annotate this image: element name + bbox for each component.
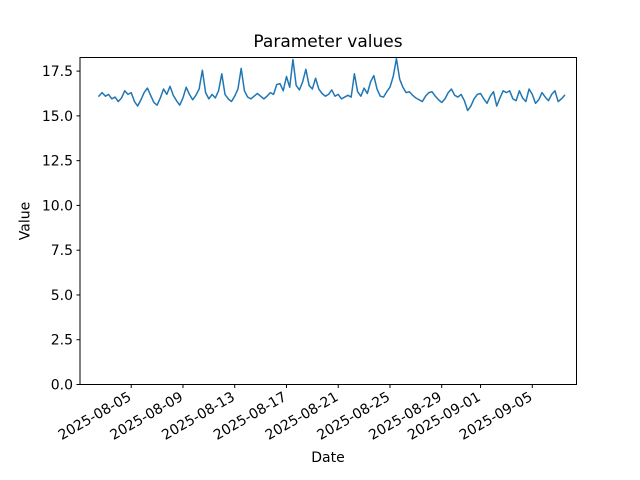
y-tick-label: 5.0 [51,288,73,304]
y-tick-label: 7.5 [51,243,73,259]
x-axis-ticks: 2025-08-052025-08-092025-08-132025-08-17… [56,384,535,444]
y-axis-ticks: 0.0 2.5 5.0 7.5 10.0 12.5 15.0 17.5 [42,64,80,394]
chart-title: Parameter values [253,32,402,52]
y-tick-label: 10.0 [42,198,73,214]
y-tick-label: 17.5 [42,64,73,80]
x-axis-label: Date [311,450,344,466]
y-tick-label: 15.0 [42,109,73,125]
y-tick-label: 12.5 [42,154,73,170]
y-axis-label: Value [18,202,34,240]
data-line-series [98,57,566,112]
y-tick-label: 2.5 [51,333,73,349]
y-tick-label: 0.0 [51,378,73,394]
axes-border [79,57,577,385]
plot-area [80,57,577,385]
